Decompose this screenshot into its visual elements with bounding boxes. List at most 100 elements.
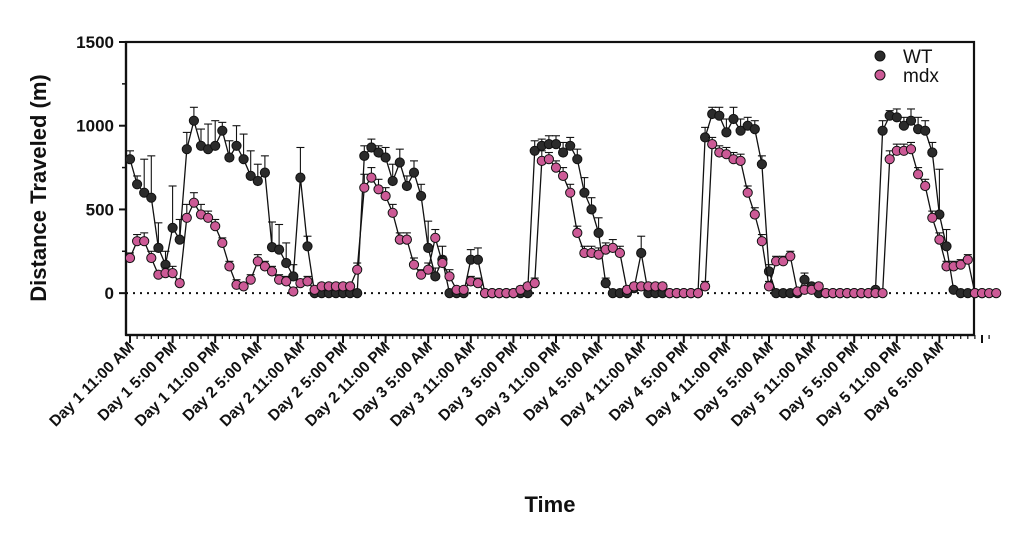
data-point-wt bbox=[927, 147, 938, 158]
data-point-mdx bbox=[423, 264, 434, 275]
data-point-mdx bbox=[749, 209, 760, 220]
data-point-mdx bbox=[139, 236, 150, 247]
data-point-mdx bbox=[302, 276, 313, 287]
data-point-mdx bbox=[813, 281, 824, 292]
data-point-mdx bbox=[458, 284, 469, 295]
data-point-mdx bbox=[245, 274, 256, 285]
data-point-mdx bbox=[430, 232, 441, 243]
data-point-mdx bbox=[614, 247, 626, 259]
data-point-wt bbox=[565, 140, 576, 151]
data-point-wt bbox=[756, 159, 768, 170]
data-point-wt bbox=[366, 142, 377, 153]
data-point-mdx bbox=[210, 221, 221, 232]
data-point-mdx bbox=[174, 278, 185, 289]
data-point-mdx bbox=[259, 261, 270, 272]
data-point-mdx bbox=[927, 212, 938, 223]
data-point-wt bbox=[231, 140, 242, 151]
data-point-wt bbox=[274, 244, 285, 255]
data-point-mdx bbox=[692, 288, 704, 299]
data-point-wt bbox=[898, 120, 910, 131]
data-point-mdx bbox=[188, 197, 199, 208]
data-point-wt bbox=[139, 187, 150, 198]
data-point-mdx bbox=[550, 162, 562, 173]
data-point-wt bbox=[905, 115, 917, 126]
data-point-wt bbox=[877, 125, 888, 136]
data-point-wt bbox=[735, 125, 746, 136]
data-point-mdx bbox=[366, 172, 377, 183]
data-point-wt bbox=[124, 154, 136, 165]
data-point-wt bbox=[408, 167, 420, 178]
data-point-wt bbox=[401, 180, 412, 192]
legend-marker-mdx bbox=[874, 69, 886, 81]
data-point-wt bbox=[224, 152, 235, 163]
data-point-wt bbox=[749, 124, 760, 135]
data-point-mdx bbox=[380, 190, 391, 202]
data-point-mdx bbox=[763, 281, 775, 292]
data-point-mdx bbox=[785, 251, 796, 262]
data-point-mdx bbox=[955, 259, 966, 270]
data-point-wt bbox=[174, 234, 185, 245]
data-point-wt bbox=[572, 154, 583, 165]
y-tick-label: 1000 bbox=[76, 117, 114, 136]
data-point-wt bbox=[217, 125, 228, 136]
data-point-mdx bbox=[224, 261, 235, 272]
data-point-wt bbox=[238, 154, 249, 165]
data-point-mdx bbox=[707, 139, 718, 150]
data-point-wt bbox=[920, 125, 931, 136]
data-point-mdx bbox=[756, 236, 768, 247]
data-point-mdx bbox=[238, 281, 249, 292]
data-point-wt bbox=[167, 222, 178, 233]
legend-label-mdx: mdx bbox=[903, 66, 939, 87]
y-axis-title: Distance Traveled (m) bbox=[26, 74, 51, 301]
data-point-mdx bbox=[345, 281, 356, 292]
data-point-mdx bbox=[607, 242, 618, 253]
data-point-wt bbox=[728, 113, 739, 125]
data-point-mdx bbox=[472, 278, 483, 289]
data-point-mdx bbox=[558, 170, 569, 181]
data-point-wt bbox=[423, 242, 434, 253]
data-point-wt bbox=[146, 192, 157, 203]
x-axis-title: Time bbox=[525, 492, 576, 517]
data-point-wt bbox=[188, 115, 199, 126]
series-mdx bbox=[124, 136, 1002, 299]
data-point-mdx bbox=[281, 276, 292, 287]
data-point-mdx bbox=[735, 155, 746, 166]
data-point-mdx bbox=[742, 187, 753, 198]
data-point-mdx bbox=[288, 286, 299, 297]
data-point-wt bbox=[416, 190, 427, 202]
y-tick-label: 0 bbox=[105, 284, 114, 303]
data-point-mdx bbox=[444, 271, 455, 282]
data-point-wt bbox=[245, 170, 256, 181]
data-point-mdx bbox=[373, 184, 384, 195]
data-point-wt bbox=[302, 241, 313, 252]
data-point-mdx bbox=[146, 252, 157, 264]
data-point-wt bbox=[721, 127, 732, 138]
data-point-mdx bbox=[565, 187, 576, 198]
data-point-mdx bbox=[884, 154, 895, 165]
data-point-mdx bbox=[203, 212, 214, 223]
data-point-mdx bbox=[905, 144, 917, 155]
data-point-wt bbox=[181, 144, 192, 155]
data-point-mdx bbox=[962, 254, 973, 265]
data-point-mdx bbox=[778, 256, 789, 267]
data-point-mdx bbox=[387, 207, 398, 218]
data-point-wt bbox=[359, 150, 370, 161]
data-point-wt bbox=[558, 147, 569, 158]
data-point-mdx bbox=[167, 268, 178, 279]
data-point-mdx bbox=[529, 278, 540, 289]
data-point-wt bbox=[579, 187, 590, 198]
data-point-mdx bbox=[572, 227, 583, 238]
legend: WT mdx bbox=[874, 47, 939, 87]
data-point-wt bbox=[394, 157, 405, 168]
y-tick-label: 500 bbox=[86, 200, 114, 219]
data-point-mdx bbox=[913, 169, 924, 180]
y-axis: 0 500 1000 1500 bbox=[76, 33, 128, 335]
data-point-mdx bbox=[920, 180, 931, 192]
series-line-mdx bbox=[129, 142, 997, 294]
data-point-wt bbox=[373, 147, 384, 158]
data-point-mdx bbox=[408, 259, 420, 270]
data-point-mdx bbox=[721, 149, 732, 160]
data-point-mdx bbox=[124, 252, 136, 264]
